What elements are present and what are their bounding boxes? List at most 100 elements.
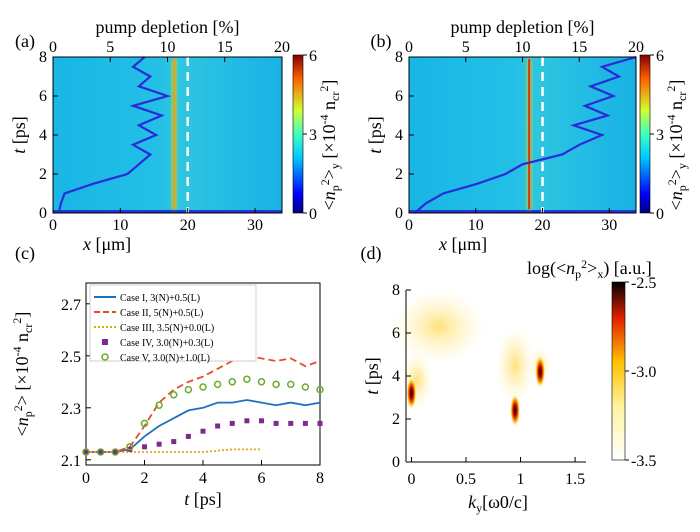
series-marker [112, 449, 118, 455]
y-axis-label: <np2> [×10-4 ncr2] [10, 312, 35, 437]
colorbar-tick-label: -3.5 [631, 453, 656, 470]
series-marker [273, 420, 279, 426]
x-tick-label: 10 [112, 217, 128, 234]
series-marker [288, 420, 294, 426]
y-tick-label: 0 [395, 205, 403, 222]
series-marker [229, 420, 235, 426]
y-tick-label: 4 [395, 127, 403, 144]
x-tick-label: 0 [82, 470, 90, 487]
x-axis-label: x [μm] [438, 234, 487, 254]
series-marker [82, 448, 90, 456]
panel-label: (a) [15, 31, 35, 52]
series-marker [142, 444, 147, 450]
series-marker [213, 380, 222, 389]
hot-spot [535, 355, 546, 388]
x-tick-label: 0 [407, 471, 415, 488]
x-axis-label: t [ps] [184, 489, 222, 509]
top-tick-label: 20 [274, 39, 290, 56]
x-tick-label: 8 [316, 470, 324, 487]
series-marker [215, 423, 221, 429]
x-tick-label: 0 [49, 217, 57, 234]
top-tick-label: 5 [106, 39, 114, 56]
x-axis-label: ky[ω0/c] [468, 492, 528, 515]
colorbar-tick-label: 0 [656, 206, 664, 223]
heatmap-field [53, 57, 282, 213]
legend-entry: Case III, 3.5(N)+0.0(L) [120, 323, 214, 334]
colorbar-tick-label: -3.0 [631, 364, 656, 381]
colorbar [611, 281, 626, 461]
series-marker [272, 380, 280, 389]
series-marker [301, 383, 310, 391]
y-axis-label: t [ps] [9, 116, 29, 154]
panel-c-line-chart: 0 2 4 6 8 2.1 2.3 2.5 2.7 Case I, 3(N)+0.5(L) Case… [10, 243, 324, 509]
panel-label: (b) [371, 31, 392, 52]
heatmap-bottom-band [409, 210, 636, 213]
colorbar-title: log(<np2>x) [a.u.] [527, 257, 652, 281]
top-axis-label: pump depletion [%] [96, 17, 240, 37]
colorbar-tick-label: -2.5 [631, 275, 656, 292]
y-tick-label: 0 [39, 205, 47, 222]
series-marker [302, 420, 308, 426]
colorbar-label: <np2>y [×10-4 ncr2] [664, 80, 689, 211]
top-tick-label: 15 [571, 39, 587, 56]
series-marker [140, 419, 149, 428]
x-tick-label: 0 [405, 217, 413, 234]
x-tick-label: 20 [180, 217, 196, 234]
y-tick-label: 8 [392, 282, 400, 299]
hot-spot [406, 377, 417, 410]
colorbar-tick-label: 3 [309, 127, 317, 144]
x-tick-label: 2 [141, 470, 149, 487]
series-marker [184, 385, 193, 394]
series-line [86, 354, 321, 453]
top-tick-label: 15 [217, 39, 233, 56]
bright-streak [528, 59, 531, 210]
colorbar-tick-label: 0 [309, 206, 317, 223]
legend-entry: Case IV, 3.0(N)+0.3(L) [120, 338, 214, 349]
series-marker [96, 448, 105, 456]
series-marker [228, 378, 236, 386]
colorbar-label: <np2>y [×10-4 ncr2] [317, 80, 342, 211]
series-marker [170, 391, 178, 399]
panel-label: (d) [361, 243, 382, 264]
series-marker [156, 441, 162, 447]
y-tick-label: 4 [39, 127, 47, 144]
y-tick-label: 8 [395, 49, 403, 66]
x-tick-label: 10 [468, 217, 484, 234]
x-tick-label: 0.5 [456, 471, 476, 488]
y-axis-label: t [ps] [365, 116, 385, 154]
series-marker [316, 385, 324, 394]
heatmap-bottom-band [53, 210, 282, 213]
series-marker [317, 420, 323, 426]
y-tick-label: 6 [392, 325, 400, 342]
top-tick-label: 10 [160, 39, 176, 56]
y-tick-label: 2.1 [61, 453, 81, 470]
y-tick-label: 0 [392, 454, 400, 471]
panel-d-heatmap: 0 0.5 1 1.5 0 2 4 6 8 (d) ky[ω0/c] t [ps] -2.5 -3.0 -3… [361, 243, 657, 515]
series-line [86, 399, 321, 453]
pump-depletion-curve [57, 56, 172, 214]
series-marker [244, 418, 250, 424]
series-marker [83, 449, 89, 455]
series-marker [185, 433, 191, 439]
x-tick-label: 30 [247, 217, 263, 234]
series-marker [155, 401, 163, 409]
x-axis-label: x [μm] [82, 234, 131, 254]
series-marker [200, 428, 206, 434]
top-tick-label: 0 [405, 39, 413, 56]
series-marker [126, 443, 134, 451]
legend-entry: Case I, 3(N)+0.5(L) [120, 293, 200, 304]
bright-streak [173, 59, 176, 210]
series-marker [243, 375, 251, 383]
y-tick-label: 2.5 [61, 349, 81, 366]
legend-entry: Case II, 5(N)+0.5(L) [120, 308, 203, 319]
y-axis-label: t [ps] [362, 357, 382, 395]
y-tick-label: 6 [39, 88, 47, 105]
series-marker [111, 448, 119, 456]
x-tick-label: 4 [199, 470, 207, 487]
y-tick-label: 4 [392, 368, 400, 385]
colorbar-tick-label: 6 [656, 48, 664, 65]
diffuse-region [495, 325, 536, 406]
series-marker [98, 449, 104, 455]
